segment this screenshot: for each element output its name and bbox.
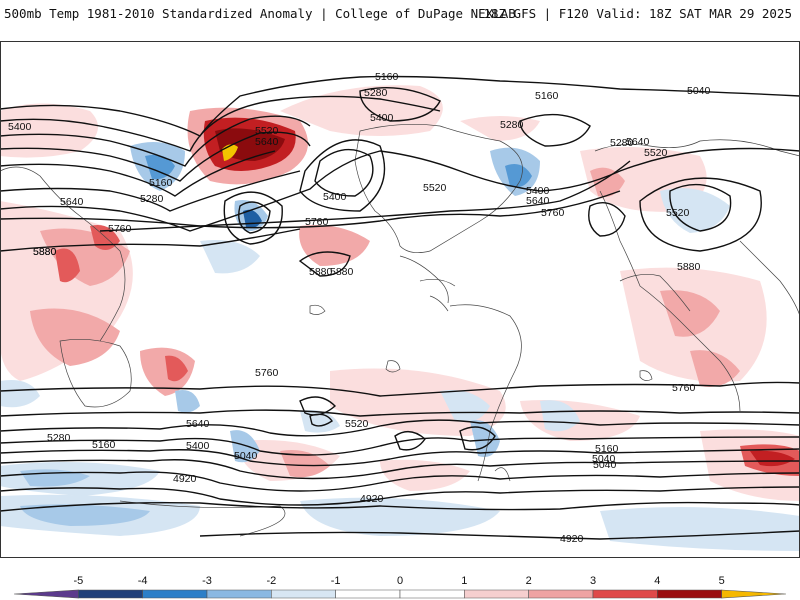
colorbar-band [592,589,658,599]
contour-label: 5400 [323,191,347,203]
contour-label: 5640 [526,195,550,207]
colorbar-band [78,589,143,599]
colorbar-tick-label: -2 [266,575,276,587]
colorbar-tick-label: -3 [202,575,212,587]
colorbar-band [399,589,465,599]
contour-label: 5520 [644,147,668,159]
contour-label: 5280 [140,193,164,205]
header: 500mb Temp 1981-2010 Standardized Anomal… [0,0,800,30]
contour-label: 5280 [500,119,524,131]
colorbar-ticks: -5 -4 -3 -2 -1 0 1 2 3 4 5 [73,575,724,587]
contour-label: 5400 [526,185,550,197]
contour-label: 5760 [541,207,565,219]
colorbar-svg: -5 -4 -3 -2 -1 0 1 2 3 4 5 [13,575,787,599]
contour-label: 5880 [33,246,57,258]
contour-label: 5880 [677,261,701,273]
colorbar-tick-label: 4 [654,575,660,587]
contour-label: 5040 [234,450,258,462]
contour-label: 5760 [672,382,696,394]
contour-label: 5040 [592,453,616,465]
contour-label: 5880 [330,266,354,278]
contour-label: 5760 [305,216,329,228]
colorbar-tick-label: 2 [526,575,532,587]
contour-label: 5160 [92,439,116,451]
contour-label: 4920 [173,473,197,485]
height-contours [0,75,800,540]
contour-label: 5400 [8,121,32,133]
contour-labels: 5160 5280 5400 5520 5640 5760 5880 5040 … [8,71,711,545]
contour-label: 5760 [108,223,132,235]
colorbar-band [721,589,787,599]
contour-label: 5400 [370,112,394,124]
coastlines [0,124,800,537]
contour-label: 5520 [345,418,369,430]
anomaly-map: 5160 5280 5400 5520 5640 5760 5880 5040 … [0,41,800,558]
contour-label: 5640 [255,136,279,148]
colorbar-band [142,589,208,599]
colorbar-tick-label: -4 [138,575,148,587]
contour-label: 5160 [149,177,173,189]
contour-label: 5280 [610,137,634,149]
contour-label: 5520 [666,207,690,219]
colorbar: -5 -4 -3 -2 -1 0 1 2 3 4 5 [0,560,800,600]
contour-label: 5760 [255,367,279,379]
contour-label: 5640 [60,196,84,208]
contour-label: 5520 [423,182,447,194]
colorbar-band [271,589,336,599]
contour-label: 5160 [595,443,619,455]
warm-anomaly-shading [0,85,800,501]
colorbar-band [13,589,79,599]
colorbar-tick-label: 3 [590,575,596,587]
map-panel: 5160 5280 5400 5520 5640 5760 5880 5040 … [0,41,800,558]
colorbar-tick-label: 1 [461,575,467,587]
contour-label: 5160 [375,71,399,83]
colorbar-band [335,589,401,599]
contour-label: 5640 [186,418,210,430]
valid-time: 18Z GFS | F120 Valid: 18Z SAT MAR 29 202… [483,6,792,21]
colorbar-tick-label: 5 [719,575,725,587]
contour-label: 5280 [364,87,388,99]
contour-label: 5520 [255,125,279,137]
colorbar-band [528,589,594,599]
colorbar-band [464,589,529,599]
colorbar-tick-label: 0 [397,575,403,587]
colorbar-tick-label: -1 [331,575,341,587]
map-title: 500mb Temp 1981-2010 Standardized Anomal… [4,6,516,21]
contour-label: 5040 [593,459,617,471]
contour-label: 5880 [33,246,57,258]
colorbar-band [206,589,272,599]
colorbar-tick-label: -5 [73,575,83,587]
contour-label: 5640 [626,136,650,148]
contour-label: 5880 [309,266,333,278]
contour-label: 5160 [535,90,559,102]
contour-label: 5400 [186,440,210,452]
colorbar-band [657,589,722,599]
contour-label: 4920 [360,493,384,505]
cool-anomaly-shading [0,142,800,551]
contour-label: 4920 [560,533,584,545]
contour-label: 5280 [47,432,71,444]
contour-label: 5040 [687,85,711,97]
colorbar-bands [13,589,787,599]
